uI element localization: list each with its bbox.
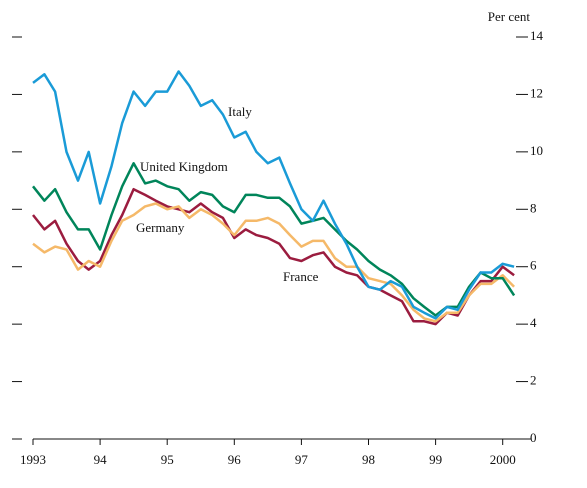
x-tick-label: 94	[94, 452, 108, 467]
series-label: United Kingdom	[140, 159, 228, 174]
series-line	[32, 162, 516, 317]
y-tick-label: 0	[530, 430, 537, 445]
y-tick-label: 12	[530, 85, 543, 100]
series-line	[32, 202, 515, 323]
y-tick-label: 8	[530, 200, 537, 215]
y-tick-label: 6	[530, 258, 537, 273]
x-tick-label: 95	[161, 452, 174, 467]
x-tick-label: 99	[429, 452, 442, 467]
y-tick-label: 2	[530, 373, 537, 388]
x-tick-label: 97	[295, 452, 309, 467]
x-tick-label: 96	[228, 452, 242, 467]
x-tick-label: 98	[362, 452, 375, 467]
series-label: France	[283, 269, 319, 284]
y-tick-label: 10	[530, 143, 543, 158]
x-tick-label: 2000	[490, 452, 516, 467]
y-tick-label: 4	[530, 315, 537, 330]
series-line	[32, 187, 515, 326]
y-tick-label: 14	[530, 28, 544, 43]
series-label: Germany	[136, 220, 185, 235]
y-axis-label: Per cent	[488, 9, 531, 24]
series-line	[32, 70, 515, 320]
x-tick-label: 1993	[20, 452, 46, 467]
series-label: Italy	[228, 104, 252, 119]
